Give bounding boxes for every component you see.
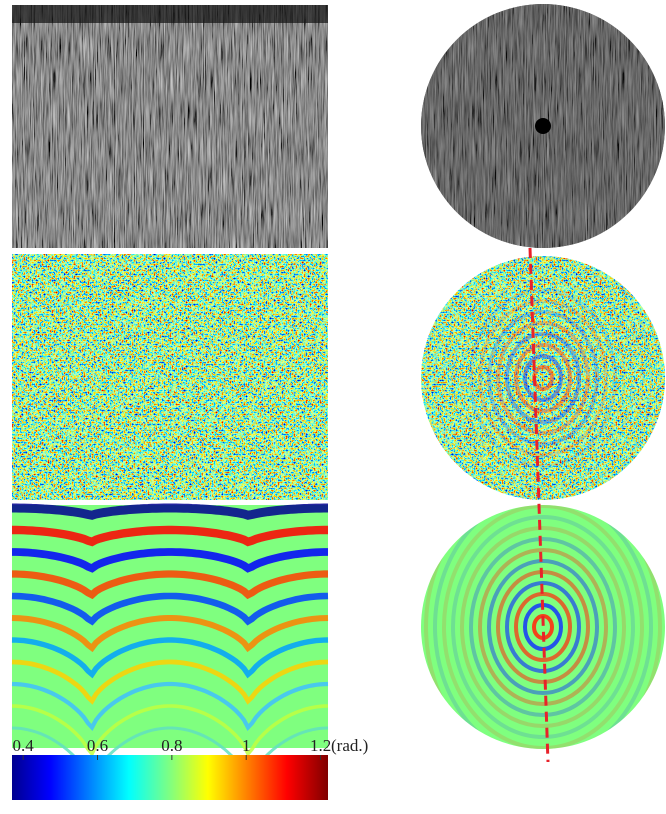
simulated-circle: [421, 484, 665, 770]
intensity-texture: [12, 5, 328, 248]
phase-image: [12, 254, 328, 500]
intensity-top-band: [12, 5, 328, 23]
intensity-circle: [421, 4, 665, 248]
colorbar-unit: (rad.): [331, 736, 368, 755]
colorbar-tick-label: 1.2: [310, 736, 331, 755]
colorbar-tick-label: 0.6: [87, 736, 108, 755]
phase-circle: [421, 235, 665, 521]
colorbar: [12, 755, 328, 800]
figure: (rad.) 0.4 0.6 0.8 1 1.2: [0, 0, 666, 814]
colorbar-tick-label: 1: [242, 736, 251, 755]
colorbar-tick-label: 0.4: [13, 736, 35, 755]
colorbar-tick-label: 0.8: [161, 736, 182, 755]
